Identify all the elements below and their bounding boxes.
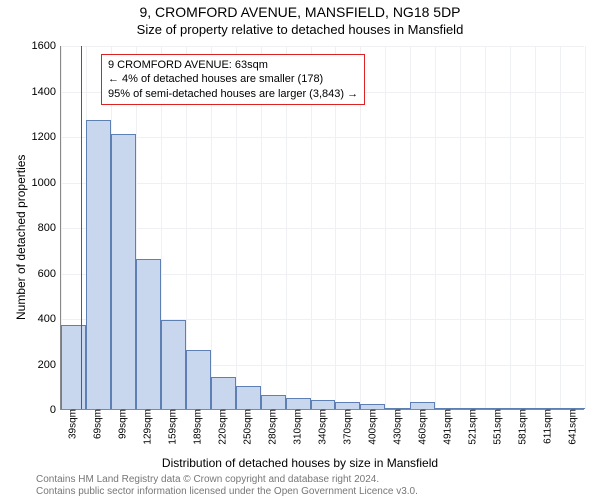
callout-line: 9 CROMFORD AVENUE: 63sqm — [108, 58, 358, 72]
y-tick-label: 1400 — [32, 86, 61, 98]
x-tick-label: 581sqm — [517, 409, 528, 445]
histogram-bar — [186, 350, 211, 409]
gridline-v — [385, 46, 386, 409]
x-tick-label: 370sqm — [342, 409, 353, 445]
x-tick-label: 159sqm — [168, 409, 179, 445]
x-tick-label: 430sqm — [392, 409, 403, 445]
gridline-v — [585, 46, 586, 409]
y-tick-label: 600 — [38, 268, 61, 280]
gridline-v — [485, 46, 486, 409]
x-axis-label: Distribution of detached houses by size … — [0, 456, 600, 470]
x-tick-label: 460sqm — [417, 409, 428, 445]
x-tick-label: 99sqm — [118, 409, 129, 439]
chart-title-main: 9, CROMFORD AVENUE, MANSFIELD, NG18 5DP — [0, 4, 600, 20]
gridline-h — [61, 137, 584, 138]
y-axis-label: Number of detached properties — [14, 155, 28, 320]
gridline-v — [460, 46, 461, 409]
histogram-bar — [136, 259, 161, 409]
x-tick-label: 340sqm — [318, 409, 329, 445]
histogram-bar — [286, 398, 311, 409]
gridline-h — [61, 228, 584, 229]
y-tick-label: 0 — [50, 404, 61, 416]
x-tick-label: 611sqm — [542, 409, 553, 444]
gridline-v — [435, 46, 436, 409]
attribution-line: Contains HM Land Registry data © Crown c… — [36, 474, 418, 486]
histogram-bar — [161, 320, 186, 409]
histogram-bar — [261, 395, 286, 409]
gridline-v — [560, 46, 561, 409]
x-tick-label: 280sqm — [268, 409, 279, 445]
y-tick-label: 1600 — [32, 40, 61, 52]
chart-plot-area: 0200400600800100012001400160039sqm69sqm9… — [60, 46, 584, 410]
x-tick-label: 641sqm — [567, 409, 578, 445]
chart-title-sub: Size of property relative to detached ho… — [0, 22, 600, 37]
gridline-v — [535, 46, 536, 409]
histogram-bar — [211, 377, 236, 409]
gridline-h — [61, 46, 584, 47]
x-tick-label: 551sqm — [492, 409, 503, 445]
histogram-bar — [61, 325, 86, 409]
x-tick-label: 220sqm — [218, 409, 229, 445]
x-tick-label: 491sqm — [442, 409, 453, 445]
callout-line: 95% of semi-detached houses are larger (… — [108, 87, 358, 101]
gridline-h — [61, 183, 584, 184]
x-tick-label: 310sqm — [293, 409, 304, 445]
y-tick-label: 200 — [38, 359, 61, 371]
x-tick-label: 189sqm — [193, 409, 204, 445]
histogram-bar — [236, 386, 261, 409]
x-tick-label: 129sqm — [143, 409, 154, 445]
attribution-line: Contains public sector information licen… — [36, 486, 418, 498]
histogram-bar — [111, 134, 136, 409]
y-tick-label: 1000 — [32, 177, 61, 189]
gridline-v — [410, 46, 411, 409]
x-tick-label: 400sqm — [367, 409, 378, 445]
histogram-bar — [311, 400, 336, 409]
histogram-bar — [335, 402, 360, 409]
attribution-text: Contains HM Land Registry data © Crown c… — [36, 474, 418, 498]
y-tick-label: 1200 — [32, 131, 61, 143]
callout-line: ← 4% of detached houses are smaller (178… — [108, 72, 358, 86]
y-tick-label: 800 — [38, 222, 61, 234]
gridline-v — [510, 46, 511, 409]
property-callout: 9 CROMFORD AVENUE: 63sqm← 4% of detached… — [101, 54, 365, 105]
x-tick-label: 521sqm — [467, 409, 478, 445]
x-tick-label: 69sqm — [93, 409, 104, 439]
x-tick-label: 39sqm — [68, 409, 79, 439]
property-marker-line — [81, 46, 82, 409]
x-tick-label: 250sqm — [243, 409, 254, 445]
histogram-bar — [86, 120, 111, 409]
histogram-bar — [410, 402, 435, 409]
y-tick-label: 400 — [38, 313, 61, 325]
